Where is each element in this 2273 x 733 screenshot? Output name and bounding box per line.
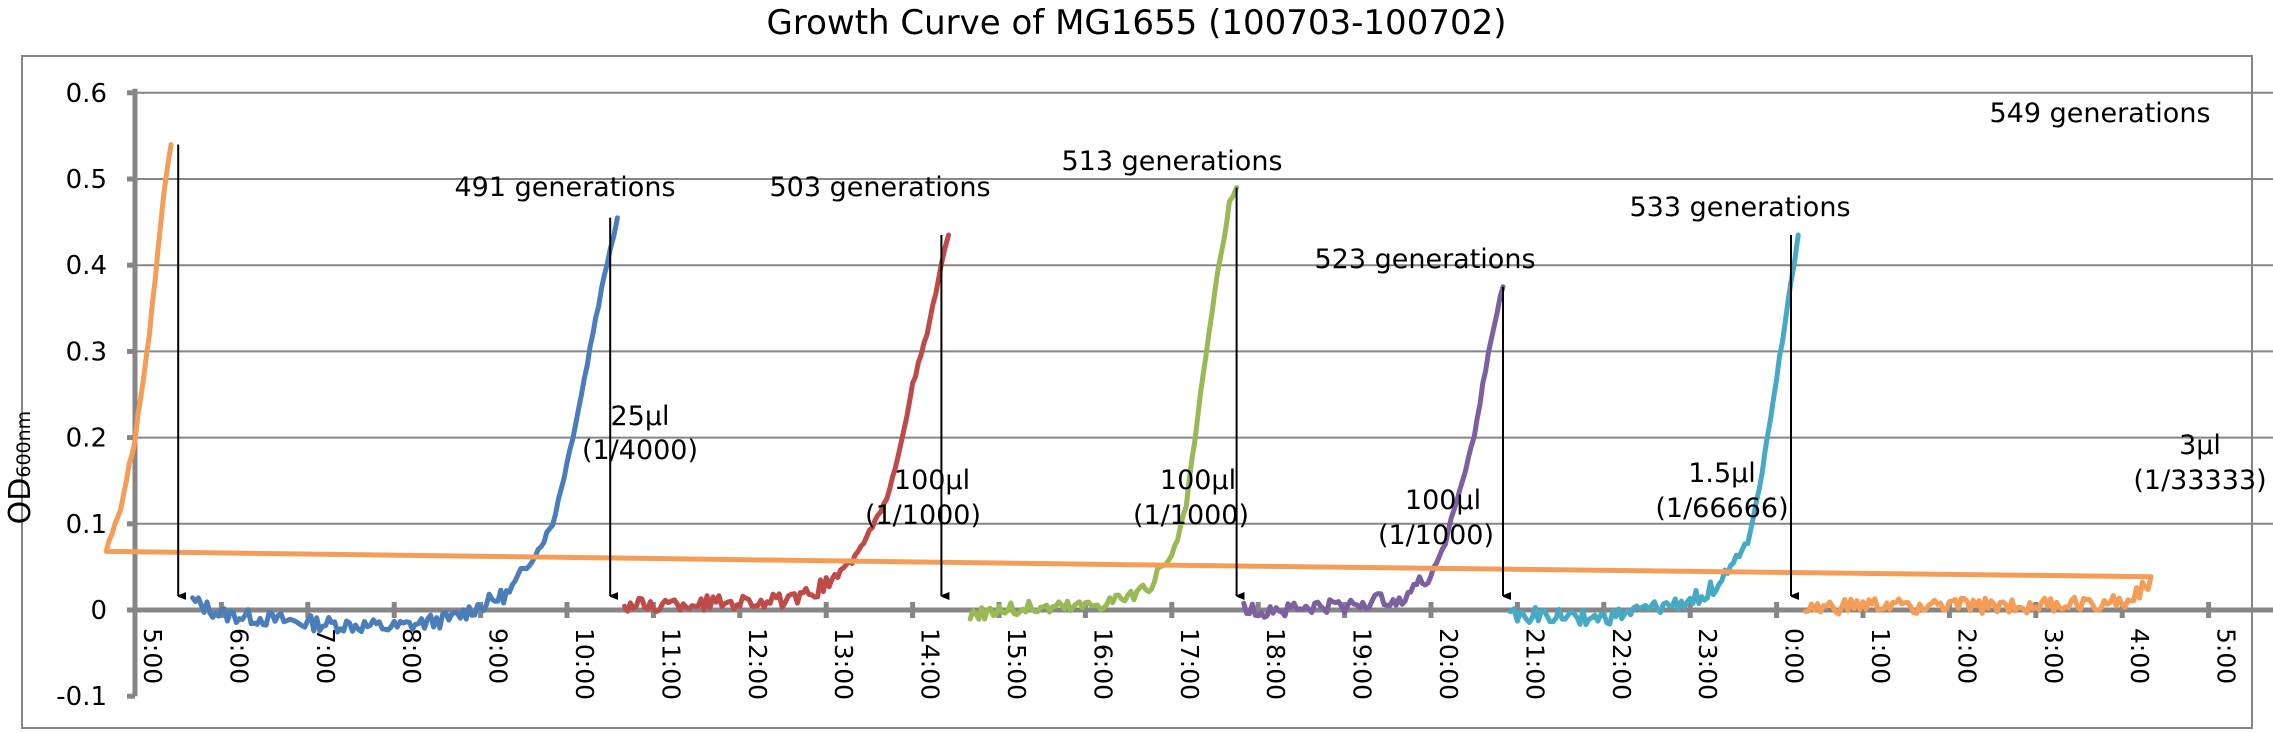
generation-label: 491 generations — [454, 172, 675, 203]
dilution-label: (1/1000) — [1133, 500, 1249, 531]
x-tick-label: 2:00 — [1952, 628, 1981, 684]
x-tick-label: 22:00 — [1607, 628, 1636, 700]
dilution-label: (1/1000) — [865, 500, 981, 531]
generation-label: 533 generations — [1629, 192, 1850, 223]
x-tick-label: 1:00 — [1866, 628, 1895, 684]
annotations: 491 generations 25μl(1/4000) 503 generatio… — [177, 98, 2267, 596]
x-tick-label: 5:00 — [2212, 628, 2241, 684]
dilution-label: (1/1000) — [1378, 520, 1494, 551]
x-tick-label: 23:00 — [1693, 628, 1722, 700]
x-tick-label: 15:00 — [1002, 628, 1031, 700]
x-tick-label: 8:00 — [397, 628, 426, 684]
x-tick-label: 3:00 — [2039, 628, 2068, 684]
dose-label: 100μl — [1405, 485, 1481, 516]
y-axis-label: OD600nm — [3, 411, 38, 525]
generation-label: 503 generations — [769, 172, 990, 203]
x-tick-label: 7:00 — [311, 628, 340, 684]
x-tick-label: 10:00 — [570, 628, 599, 700]
y-tick-label: 0.1 — [66, 510, 107, 540]
x-tick-label: 16:00 — [1088, 628, 1117, 700]
chart-title: Growth Curve of MG1655 (100703-100702) — [766, 3, 1507, 43]
y-tick-label: 0.5 — [66, 165, 107, 195]
series-line-4 — [1241, 284, 1506, 620]
y-tick-labels: -0.1 0 0.1 0.2 0.3 0.4 0.5 0.6 — [56, 79, 107, 712]
dose-label: 1.5μl — [1688, 458, 1756, 489]
generation-label: 523 generations — [1314, 244, 1535, 275]
x-tick-label: 20:00 — [1434, 628, 1463, 700]
dilution-label: (1/33333) — [2133, 465, 2266, 496]
dose-label: 25μl — [610, 401, 669, 432]
x-tick-label: 17:00 — [1175, 628, 1204, 700]
y-axis-label-main: OD — [3, 478, 38, 525]
series-line-1 — [190, 215, 620, 635]
series-line-3 — [967, 185, 1240, 622]
y-tick-label: 0 — [90, 596, 107, 626]
y-tick-label: 0.6 — [66, 79, 107, 109]
y-tick-label: 0.3 — [66, 337, 107, 367]
y-axis-label-sub: 600nm — [13, 411, 35, 478]
series-line-5 — [1507, 232, 1801, 628]
generation-label: 549 generations — [1989, 98, 2210, 129]
x-tick-label: 19:00 — [1348, 628, 1377, 700]
dilution-label: (1/66666) — [1655, 493, 1788, 524]
y-tick-label: 0.2 — [66, 424, 107, 454]
dilution-label: (1/4000) — [582, 435, 698, 466]
x-tick-label: 9:00 — [484, 628, 513, 684]
gridlines — [135, 91, 2273, 525]
x-tick-label: 6:00 — [224, 628, 253, 684]
x-tick-label: 14:00 — [916, 628, 945, 700]
dose-label: 100μl — [894, 465, 970, 496]
x-tick-label: 11:00 — [656, 628, 685, 700]
x-tick-label: 0:00 — [1780, 628, 1809, 684]
x-tick-label: 12:00 — [743, 628, 772, 700]
x-tick-label: 18:00 — [1261, 628, 1290, 700]
dose-label: 100μl — [1160, 465, 1236, 496]
y-tick-label: -0.1 — [56, 682, 107, 712]
series-line-6 — [103, 142, 2154, 617]
x-tick-label: 13:00 — [829, 628, 858, 700]
dose-label: 3μl — [2179, 430, 2221, 461]
x-tick-labels: 5:00 6:00 7:00 8:00 9:00 10:00 11:00 12:00 13:00… — [138, 628, 2241, 700]
series-line-2 — [622, 232, 952, 614]
y-tick-label: 0.4 — [66, 251, 107, 281]
generation-label: 513 generations — [1061, 146, 1282, 177]
series-lines — [103, 142, 2154, 635]
x-tick-label: 5:00 — [138, 628, 167, 684]
x-tick-label: 4:00 — [2125, 628, 2154, 684]
x-tick-label: 21:00 — [1520, 628, 1549, 700]
